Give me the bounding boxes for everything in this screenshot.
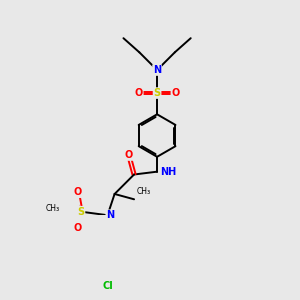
Text: S: S (77, 207, 85, 217)
Text: O: O (73, 187, 82, 197)
Text: O: O (73, 223, 82, 232)
Text: S: S (154, 88, 160, 98)
Text: CH₃: CH₃ (137, 188, 151, 196)
Text: CH₃: CH₃ (45, 204, 59, 213)
Text: NH: NH (160, 167, 177, 177)
Text: N: N (153, 65, 161, 75)
Text: O: O (134, 88, 143, 98)
Text: O: O (171, 88, 180, 98)
Text: N: N (106, 210, 114, 220)
Text: O: O (124, 150, 133, 160)
Text: Cl: Cl (102, 281, 113, 291)
